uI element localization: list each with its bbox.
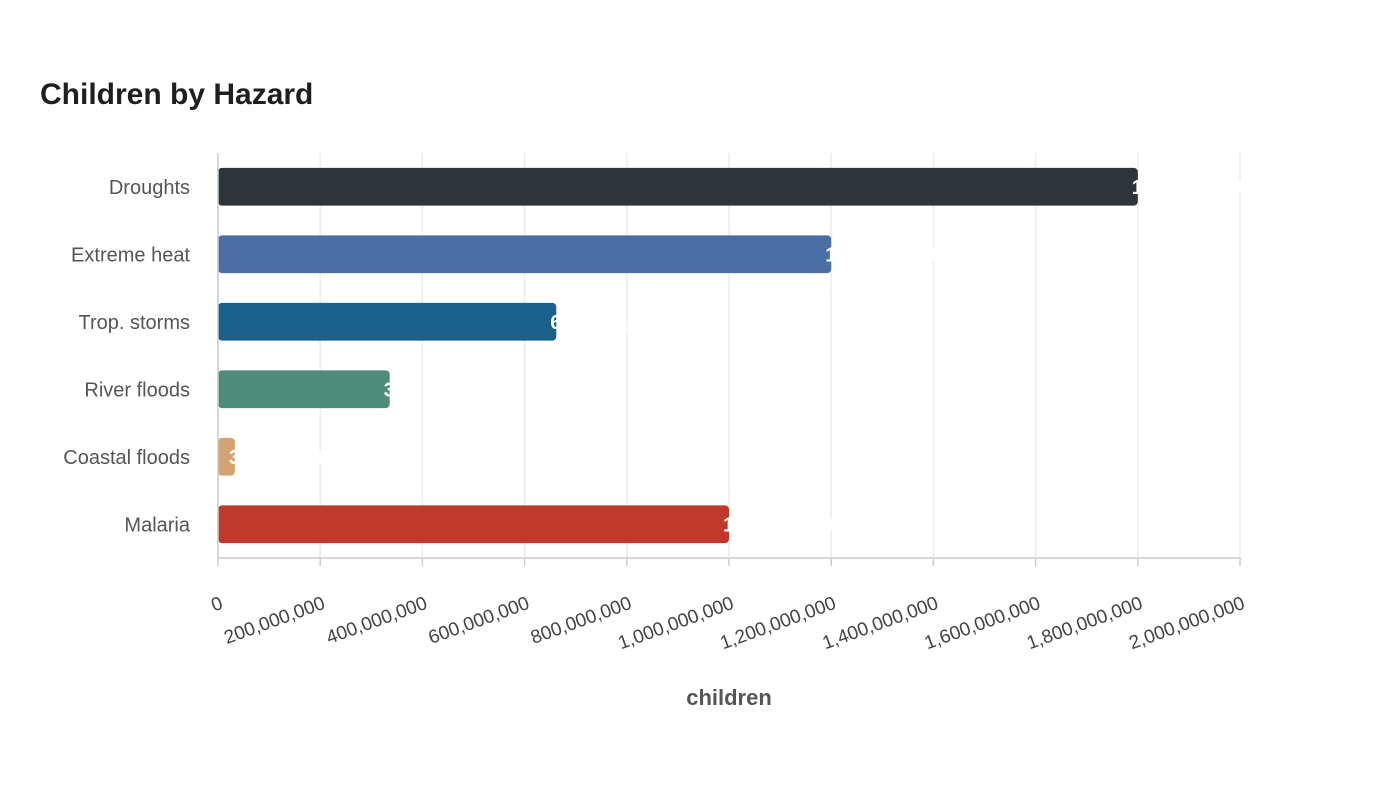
category-label: Coastal floods xyxy=(63,447,190,469)
chart-title: Children by Hazard xyxy=(40,78,314,111)
category-label: Droughts xyxy=(109,177,190,199)
bar-malaria[interactable] xyxy=(218,505,729,544)
x-axis-title: children xyxy=(686,685,772,710)
data-labels: 1,800,000,000 1,200,000,000 662,000,000 336… xyxy=(229,177,1260,537)
bar-coastal-floods[interactable] xyxy=(218,437,235,476)
x-tick-label: 200,000,000 xyxy=(221,593,327,649)
data-label: 1,200,000,000 xyxy=(825,244,953,266)
x-tick-label: 0 xyxy=(209,593,226,616)
data-label: 336,000,000 xyxy=(384,379,495,401)
category-label: Malaria xyxy=(124,514,190,536)
data-label: 662,000,000 xyxy=(550,312,661,334)
x-tick-label: 1,800,000,000 xyxy=(1024,593,1145,654)
x-tick-label: 600,000,000 xyxy=(426,593,532,649)
bars xyxy=(218,167,1138,544)
category-labels: Droughts Extreme heat Trop. storms River fl… xyxy=(63,177,191,537)
data-label: 1,000,000,000 xyxy=(723,514,851,536)
x-tick-label: 1,400,000,000 xyxy=(820,593,941,654)
bar-extreme-heat[interactable] xyxy=(218,235,832,274)
x-tick-label: 2,000,000,000 xyxy=(1126,593,1247,654)
category-label: River floods xyxy=(84,379,190,401)
category-label: Trop. storms xyxy=(79,312,191,334)
x-tick-label: 1,600,000,000 xyxy=(922,593,1043,654)
x-tick-label: 1,000,000,000 xyxy=(615,593,736,654)
bar-river-floods[interactable] xyxy=(218,370,390,409)
x-tick-label: 400,000,000 xyxy=(324,593,430,649)
data-label: 33,000,000 xyxy=(229,447,329,469)
axes xyxy=(217,153,1240,559)
bar-trop-storms[interactable] xyxy=(218,302,557,341)
data-label: 1,800,000,000 xyxy=(1132,177,1260,199)
category-label: Extreme heat xyxy=(71,244,190,266)
x-tick-label: 1,200,000,000 xyxy=(718,593,839,654)
bar-droughts[interactable] xyxy=(218,167,1138,206)
x-tick-labels: 0200,000,000400,000,000600,000,000800,00… xyxy=(209,593,1248,654)
gridlines xyxy=(217,153,1241,566)
